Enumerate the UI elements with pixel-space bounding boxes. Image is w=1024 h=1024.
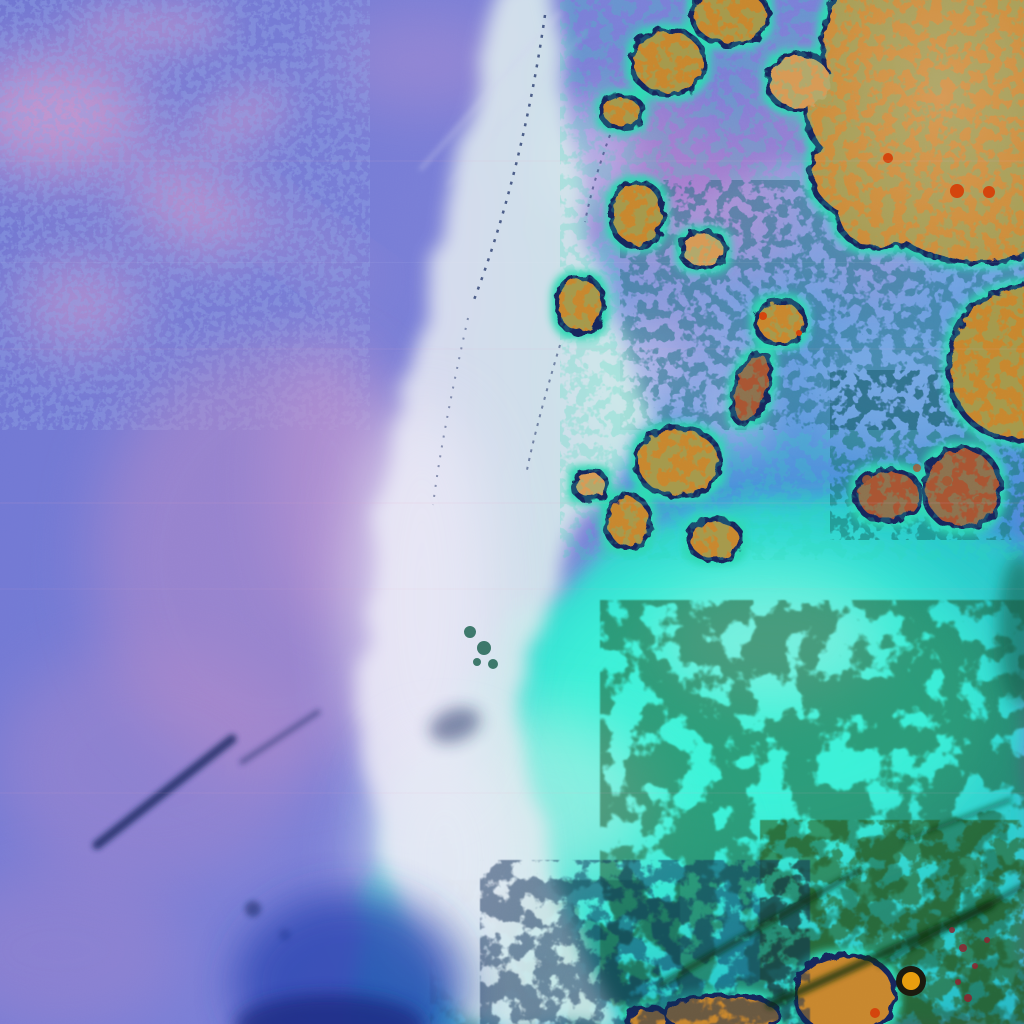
satellite-image-canvas <box>0 0 1024 1024</box>
satellite-image <box>0 0 1024 1024</box>
film-grain-overlay <box>0 0 1024 1024</box>
